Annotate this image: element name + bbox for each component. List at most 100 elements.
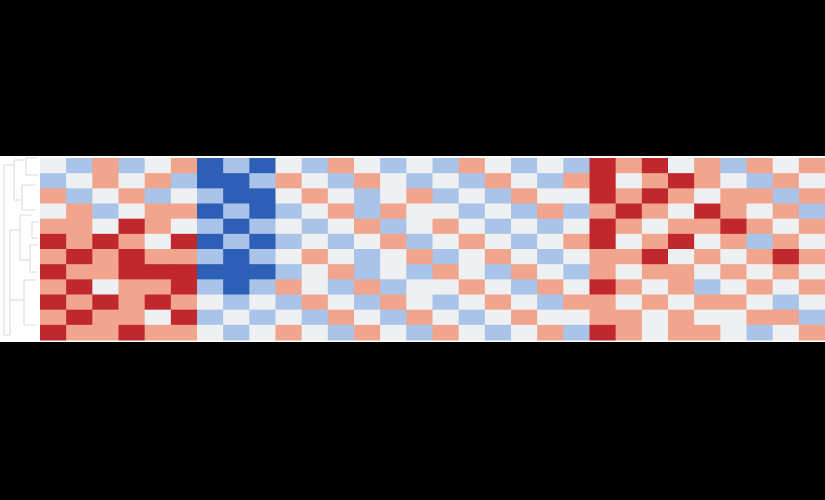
heatmap-cell — [92, 309, 119, 326]
heatmap-cell — [668, 218, 695, 235]
heatmap-cell — [563, 324, 590, 341]
heatmap-cell — [170, 203, 198, 220]
heatmap-cell — [484, 279, 512, 295]
heatmap-cell — [694, 188, 721, 204]
heatmap-cell — [197, 233, 224, 250]
heatmap-cell — [197, 324, 224, 341]
heatmap-cell — [511, 188, 538, 204]
heatmap-cell — [563, 309, 590, 326]
heatmap-cell — [380, 279, 407, 295]
heatmap-cell — [327, 233, 355, 250]
heatmap-cell — [668, 233, 695, 250]
heatmap-cell — [694, 218, 721, 235]
heatmap-cell — [589, 188, 617, 204]
heatmap-cell — [327, 309, 355, 326]
heatmap-cell — [615, 309, 643, 326]
heatmap-cell — [144, 249, 172, 265]
heatmap-cell — [720, 158, 747, 174]
heatmap-cell — [589, 218, 617, 235]
heatmap-cell — [668, 324, 695, 341]
heatmap-cell — [720, 309, 747, 326]
heatmap-cell — [223, 188, 250, 204]
heatmap-cell — [746, 294, 774, 311]
heatmap-cell — [40, 264, 67, 280]
heatmap-cell — [668, 249, 695, 265]
heatmap-cell — [380, 309, 407, 326]
heatmap-cell — [406, 158, 433, 174]
heatmap-cell — [66, 218, 93, 235]
heatmap-cell — [92, 188, 119, 204]
heatmap-cell — [746, 324, 774, 341]
heatmap-cell — [327, 264, 355, 280]
heatmap-cell — [537, 188, 564, 204]
heatmap-cell — [301, 218, 329, 235]
heatmap-cell — [432, 279, 460, 295]
heatmap-cell — [772, 279, 800, 295]
heatmap-cell — [537, 294, 564, 311]
heatmap-cell — [458, 294, 486, 311]
heatmap-cell — [746, 218, 774, 235]
heatmap-cell — [537, 279, 564, 295]
heatmap-cell — [798, 233, 825, 250]
heatmap-cell — [40, 203, 67, 220]
heatmap-cell — [118, 188, 146, 204]
heatmap-cell — [641, 309, 669, 326]
heatmap-cell — [720, 249, 747, 265]
heatmap-cell — [798, 294, 825, 311]
heatmap-cell — [484, 158, 512, 174]
heatmap-cell — [615, 203, 643, 220]
heatmap-cell — [798, 309, 825, 326]
heatmap-cell — [458, 264, 486, 280]
heatmap-cell — [537, 173, 564, 189]
heatmap-cell — [458, 188, 486, 204]
heatmap-cell — [301, 294, 329, 311]
heatmap-cell — [380, 233, 407, 250]
heatmap-cell — [589, 249, 617, 265]
heatmap-cell — [746, 249, 774, 265]
heatmap-cell — [537, 249, 564, 265]
heatmap-cell — [170, 173, 198, 189]
heatmap-cell — [223, 173, 250, 189]
heatmap-cell — [275, 188, 303, 204]
heatmap-cell — [720, 173, 747, 189]
heatmap-cell — [720, 294, 747, 311]
heatmap-cell — [406, 264, 433, 280]
heatmap-cell — [641, 264, 669, 280]
heatmap-cell — [301, 158, 329, 174]
heatmap-cell — [694, 264, 721, 280]
heatmap-cell — [615, 188, 643, 204]
heatmap-cell — [144, 279, 172, 295]
heatmap-cell — [380, 218, 407, 235]
heatmap-cell — [772, 249, 800, 265]
heatmap-cell — [92, 218, 119, 235]
heatmap-cell — [40, 294, 67, 311]
heatmap-cell — [144, 309, 172, 326]
heatmap-cell — [170, 249, 198, 265]
heatmap-cell — [720, 188, 747, 204]
heatmap-cell — [66, 188, 93, 204]
heatmap-cell — [249, 188, 276, 204]
heatmap-cell — [746, 264, 774, 280]
heatmap-cell — [641, 279, 669, 295]
heatmap-cell — [223, 309, 250, 326]
heatmap-cell — [223, 324, 250, 341]
heatmap-cell — [772, 294, 800, 311]
heatmap-cell — [615, 324, 643, 341]
heatmap-cell — [668, 173, 695, 189]
heatmap-cell — [301, 279, 329, 295]
heatmap-cell — [144, 294, 172, 311]
heatmap-cell — [406, 203, 433, 220]
heatmap-cell — [144, 173, 172, 189]
heatmap-cell — [432, 324, 460, 341]
heatmap-cell — [354, 233, 381, 250]
heatmap-cell — [615, 279, 643, 295]
heatmap-cell — [694, 324, 721, 341]
heatmap-cell — [406, 279, 433, 295]
heatmap-cell — [66, 173, 93, 189]
heatmap-cell — [380, 158, 407, 174]
heatmap-cell — [406, 309, 433, 326]
heatmap-cell — [118, 158, 146, 174]
heatmap-cell — [772, 173, 800, 189]
heatmap-cell — [537, 218, 564, 235]
heatmap-cell — [170, 158, 198, 174]
